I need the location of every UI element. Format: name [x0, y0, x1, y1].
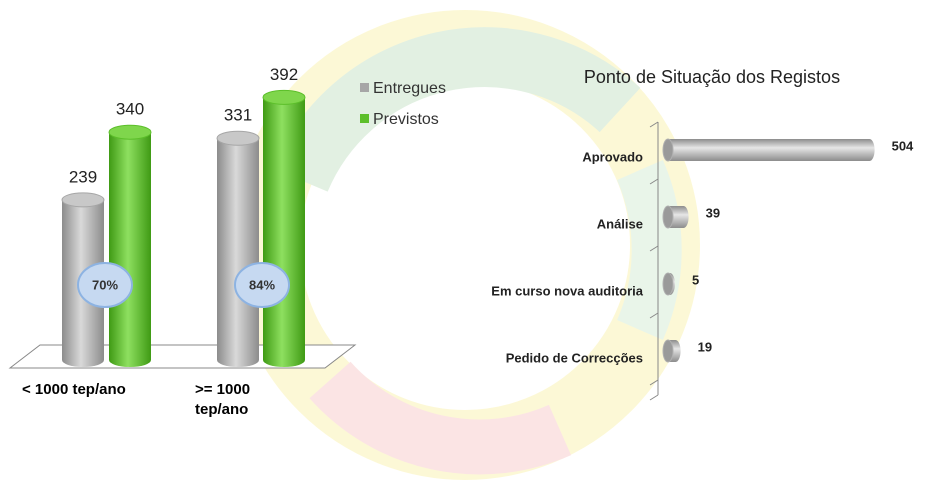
x-tick-label: < 1000 tep/ano	[22, 381, 126, 398]
bar	[662, 138, 875, 162]
y-tick-label: Em curso nova auditoria	[491, 283, 643, 298]
bar	[108, 124, 152, 367]
value-label: 5	[692, 272, 699, 287]
value-label: 331	[224, 106, 252, 125]
background-swirl	[230, 10, 700, 480]
value-label: 19	[698, 339, 712, 354]
y-tick-label: Análise	[597, 216, 643, 231]
value-label: 39	[706, 205, 720, 220]
value-label: 239	[69, 167, 97, 186]
bar	[216, 130, 260, 367]
axis-tick	[649, 379, 659, 386]
value-label: 392	[270, 65, 298, 84]
ratio-badge	[234, 262, 290, 308]
y-tick-label: Aprovado	[582, 149, 643, 164]
axis	[649, 121, 659, 401]
x-tick-label: >= 1000 tep/ano	[195, 381, 251, 418]
legend-swatch	[360, 114, 369, 123]
bar	[262, 89, 306, 368]
axis-tick	[649, 178, 659, 185]
axis-tick	[649, 245, 659, 252]
bar	[662, 205, 689, 229]
value-label: 340	[116, 100, 144, 119]
legend-label: Entregues	[373, 80, 446, 97]
axis-tick	[649, 312, 659, 319]
bar	[662, 339, 681, 363]
legend-swatch	[360, 83, 369, 92]
value-label: 504	[892, 138, 914, 153]
ratio-badge	[77, 262, 133, 308]
legend-label: Previstos	[373, 111, 439, 128]
ratio-label: 70%	[92, 277, 118, 292]
ratio-label: 84%	[249, 277, 275, 292]
y-tick-label: Pedido de Correcções	[506, 350, 643, 365]
bar	[662, 272, 675, 296]
chart-title: Ponto de Situação dos Registos	[584, 67, 840, 87]
